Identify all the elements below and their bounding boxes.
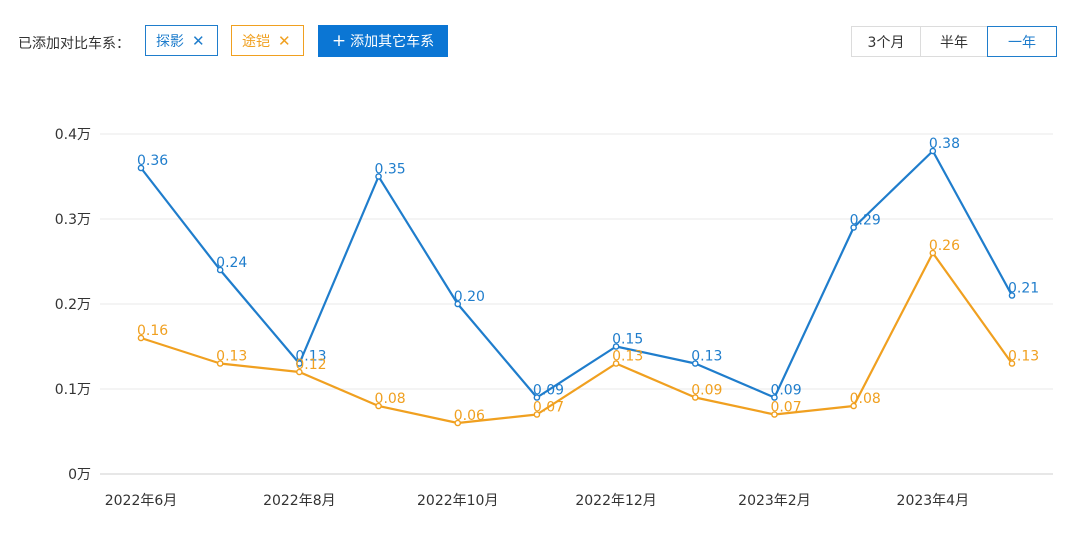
grid (100, 133, 1053, 475)
data-label: 0.09 (691, 383, 722, 399)
range-3-months-button[interactable]: 3个月 (851, 26, 921, 57)
data-label: 0.09 (770, 383, 801, 399)
data-label: 0.13 (691, 349, 722, 365)
tag-series-2-label: 途铠 (242, 33, 270, 50)
data-label: 0.13 (612, 349, 643, 365)
data-label: 0.21 (1008, 281, 1039, 297)
data-label: 0.29 (850, 213, 881, 229)
data-point (216, 266, 224, 274)
data-label: 0.13 (1008, 349, 1039, 365)
data-label: 0.36 (137, 153, 168, 169)
data-label: 0.35 (375, 162, 406, 178)
range-half-year-button[interactable]: 半年 (920, 26, 988, 57)
toolbar: 已添加对比车系： 探影 ✕ 途铠 ✕ + 添加其它车系 3个月 半年 一年 (0, 0, 1080, 80)
x-tick-label: 2022年12月 (575, 493, 656, 509)
plus-icon: + (331, 30, 347, 51)
compare-label: 已添加对比车系： (18, 36, 130, 52)
add-series-button[interactable]: + 添加其它车系 (318, 25, 448, 57)
x-tick-label: 2023年2月 (738, 493, 811, 509)
tag-series-2[interactable]: 途铠 ✕ (231, 25, 304, 56)
data-point (375, 402, 382, 410)
line-chart: 0万 0.1万 0.2万 0.3万 0.4万 2022年6月 2022年8月 2022年10… (55, 127, 1053, 509)
y-axis: 0万 0.1万 0.2万 0.3万 0.4万 (55, 127, 91, 483)
y-tick-label: 0.2万 (55, 297, 91, 313)
x-axis: 2022年6月 2022年8月 2022年10月 2022年12月 2023年2月 202… (105, 493, 969, 509)
data-point (771, 394, 778, 401)
data-point (612, 360, 620, 367)
data-point (929, 147, 937, 155)
data-label: 0.16 (137, 323, 168, 339)
series-line (140, 149, 1013, 399)
remove-icon[interactable]: ✕ (278, 31, 291, 50)
data-point (216, 360, 224, 367)
data-point (454, 300, 462, 308)
data-point (137, 334, 145, 342)
data-label: 0.08 (850, 391, 881, 407)
data-point (850, 402, 857, 410)
tag-series-1-label: 探影 (156, 33, 184, 50)
data-point (137, 164, 145, 172)
data-point (296, 360, 303, 367)
y-tick-label: 0.4万 (55, 127, 91, 143)
x-tick-label: 2022年10月 (417, 493, 498, 509)
data-point (533, 411, 541, 418)
x-tick-label: 2023年4月 (897, 493, 970, 509)
data-label: 0.07 (770, 400, 801, 416)
data-label: 0.12 (295, 357, 326, 373)
data-label: 0.06 (454, 408, 485, 424)
data-point (691, 360, 699, 367)
data-label: 0.24 (216, 255, 247, 271)
y-tick-label: 0.3万 (55, 212, 91, 228)
data-label: 0.20 (454, 289, 485, 305)
data-label: 0.26 (929, 238, 960, 254)
data-point (850, 224, 857, 231)
data-point (296, 368, 303, 376)
tag-series-1[interactable]: 探影 ✕ (145, 25, 218, 56)
data-label: 0.15 (612, 332, 643, 348)
data-label: 0.13 (216, 349, 247, 365)
data-point (691, 394, 699, 401)
add-series-button-label: 添加其它车系 (350, 34, 435, 50)
series-line (140, 251, 1013, 425)
y-tick-label: 0万 (68, 467, 91, 483)
data-labels: 0.360.240.130.350.200.090.150.130.090.29… (137, 136, 1039, 424)
data-point (533, 394, 541, 401)
data-point (1008, 292, 1016, 299)
data-point (1008, 360, 1016, 367)
data-label: 0.13 (295, 349, 326, 365)
y-tick-label: 0.1万 (55, 382, 91, 398)
data-label: 0.07 (533, 400, 564, 416)
range-one-year-button[interactable]: 一年 (987, 26, 1057, 57)
data-point (771, 411, 778, 418)
data-label: 0.38 (929, 136, 960, 152)
data-point (612, 343, 620, 350)
data-point (454, 419, 462, 427)
x-tick-label: 2022年8月 (263, 493, 336, 509)
data-label: 0.08 (375, 391, 406, 407)
data-point (929, 249, 937, 257)
data-point (375, 173, 382, 180)
data-label: 0.09 (533, 383, 564, 399)
remove-icon[interactable]: ✕ (192, 31, 205, 50)
series-group (137, 147, 1016, 427)
x-tick-label: 2022年6月 (105, 493, 178, 509)
